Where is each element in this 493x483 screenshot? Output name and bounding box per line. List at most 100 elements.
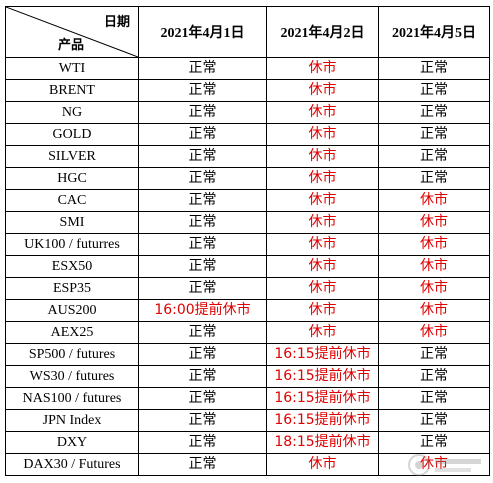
status-normal-cell: 正常 <box>138 57 267 80</box>
status-closed-cell: 休市 <box>266 145 379 168</box>
table-row: CAC 正常 休市 休市 <box>5 189 490 212</box>
status-closed-cell: 休市 <box>266 189 379 212</box>
status-normal-cell: 正常 <box>138 431 267 454</box>
status-normal-cell: 正常 <box>138 189 267 212</box>
status-normal-cell: 正常 <box>378 57 490 80</box>
status-normal-cell: 正常 <box>138 167 267 190</box>
status-closed-cell: 休市 <box>378 233 490 256</box>
table-row: SILVER 正常 休市 正常 <box>5 145 490 168</box>
date-header-cell: 2021年4月5日 <box>378 6 490 58</box>
status-normal-cell: 正常 <box>378 79 490 102</box>
corner-product-label: 产品 <box>58 38 85 53</box>
status-normal-cell: 正常 <box>138 277 267 300</box>
status-normal-cell: 正常 <box>138 211 267 234</box>
table-row: DAX30 / Futures 正常 休市 休市 <box>5 453 490 476</box>
table-row: NG 正常 休市 正常 <box>5 101 490 124</box>
status-closed-cell: 休市 <box>378 321 490 344</box>
status-normal-cell: 正常 <box>378 101 490 124</box>
table-row: ESP35 正常 休市 休市 <box>5 277 490 300</box>
table-body: WTI 正常 休市 正常 BRENT 正常 休市 正常 NG 正常 休市 正常 GOLD 正常 休市 正常 SI… <box>5 57 490 476</box>
product-name-cell: AUS200 <box>5 299 139 322</box>
corner-date-label: 日期 <box>103 15 130 30</box>
status-normal-cell: 正常 <box>378 343 490 366</box>
table-row: UK100 / futurres 正常 休市 休市 <box>5 233 490 256</box>
status-normal-cell: 正常 <box>138 233 267 256</box>
table-row: AEX25 正常 休市 休市 <box>5 321 490 344</box>
status-closed-cell: 休市 <box>266 79 379 102</box>
status-closed-cell: 16:15提前休市 <box>266 343 379 366</box>
status-closed-cell: 休市 <box>266 211 379 234</box>
status-closed-cell: 16:15提前休市 <box>266 365 379 388</box>
table-row: HGC 正常 休市 正常 <box>5 167 490 190</box>
product-name-cell: DAX30 / Futures <box>5 453 139 476</box>
status-closed-cell: 休市 <box>266 255 379 278</box>
status-closed-cell: 休市 <box>378 255 490 278</box>
product-name-cell: NAS100 / futures <box>5 387 139 410</box>
status-normal-cell: 正常 <box>138 79 267 102</box>
product-name-cell: WS30 / futures <box>5 365 139 388</box>
table-row: GOLD 正常 休市 正常 <box>5 123 490 146</box>
product-name-cell: ESX50 <box>5 255 139 278</box>
status-normal-cell: 正常 <box>138 343 267 366</box>
product-name-cell: HGC <box>5 167 139 190</box>
product-name-cell: AEX25 <box>5 321 139 344</box>
status-normal-cell: 正常 <box>378 167 490 190</box>
status-normal-cell: 正常 <box>138 365 267 388</box>
status-closed-cell: 休市 <box>378 189 490 212</box>
status-closed-cell: 休市 <box>266 123 379 146</box>
status-closed-cell: 休市 <box>266 101 379 124</box>
table-row: ESX50 正常 休市 休市 <box>5 255 490 278</box>
status-closed-cell: 休市 <box>378 453 490 476</box>
status-normal-cell: 正常 <box>138 123 267 146</box>
table-row: WS30 / futures 正常 16:15提前休市 正常 <box>5 365 490 388</box>
status-closed-cell: 休市 <box>266 321 379 344</box>
product-name-cell: ESP35 <box>5 277 139 300</box>
table-row: BRENT 正常 休市 正常 <box>5 79 490 102</box>
status-normal-cell: 正常 <box>378 387 490 410</box>
product-name-cell: SP500 / futures <box>5 343 139 366</box>
product-name-cell: WTI <box>5 57 139 80</box>
status-closed-cell: 休市 <box>266 57 379 80</box>
status-normal-cell: 正常 <box>138 453 267 476</box>
status-closed-cell: 16:00提前休市 <box>138 299 267 322</box>
product-name-cell: DXY <box>5 431 139 454</box>
product-name-cell: GOLD <box>5 123 139 146</box>
corner-header-cell: 日期 产品 <box>5 6 139 58</box>
product-name-cell: BRENT <box>5 79 139 102</box>
table-row: JPN Index 正常 16:15提前休市 正常 <box>5 409 490 432</box>
header-row: 日期 产品 2021年4月1日 2021年4月2日 2021年4月5日 <box>5 6 490 58</box>
table-row: NAS100 / futures 正常 16:15提前休市 正常 <box>5 387 490 410</box>
date-header-cell: 2021年4月1日 <box>138 6 267 58</box>
product-name-cell: CAC <box>5 189 139 212</box>
product-name-cell: UK100 / futurres <box>5 233 139 256</box>
status-normal-cell: 正常 <box>138 101 267 124</box>
table-row: WTI 正常 休市 正常 <box>5 57 490 80</box>
status-closed-cell: 休市 <box>378 211 490 234</box>
status-normal-cell: 正常 <box>138 255 267 278</box>
status-closed-cell: 休市 <box>378 277 490 300</box>
trading-schedule-table: 日期 产品 2021年4月1日 2021年4月2日 2021年4月5日 WTI 正… <box>5 6 490 476</box>
status-normal-cell: 正常 <box>138 145 267 168</box>
status-closed-cell: 休市 <box>266 233 379 256</box>
product-name-cell: JPN Index <box>5 409 139 432</box>
status-closed-cell: 18:15提前休市 <box>266 431 379 454</box>
status-closed-cell: 休市 <box>266 167 379 190</box>
diagonal-divider-icon <box>6 7 138 57</box>
status-closed-cell: 休市 <box>266 277 379 300</box>
status-normal-cell: 正常 <box>378 123 490 146</box>
status-closed-cell: 16:15提前休市 <box>266 387 379 410</box>
status-normal-cell: 正常 <box>378 409 490 432</box>
status-closed-cell: 休市 <box>266 453 379 476</box>
table-row: SP500 / futures 正常 16:15提前休市 正常 <box>5 343 490 366</box>
watermark-logo-icon <box>408 454 481 476</box>
status-normal-cell: 正常 <box>138 409 267 432</box>
table-row: SMI 正常 休市 休市 <box>5 211 490 234</box>
product-name-cell: SILVER <box>5 145 139 168</box>
status-closed-cell: 休市 <box>266 299 379 322</box>
product-name-cell: SMI <box>5 211 139 234</box>
status-normal-cell: 正常 <box>138 321 267 344</box>
table-row: AUS200 16:00提前休市 休市 休市 <box>5 299 490 322</box>
status-normal-cell: 正常 <box>138 387 267 410</box>
status-closed-cell: 16:15提前休市 <box>266 409 379 432</box>
date-header-cell: 2021年4月2日 <box>266 6 379 58</box>
